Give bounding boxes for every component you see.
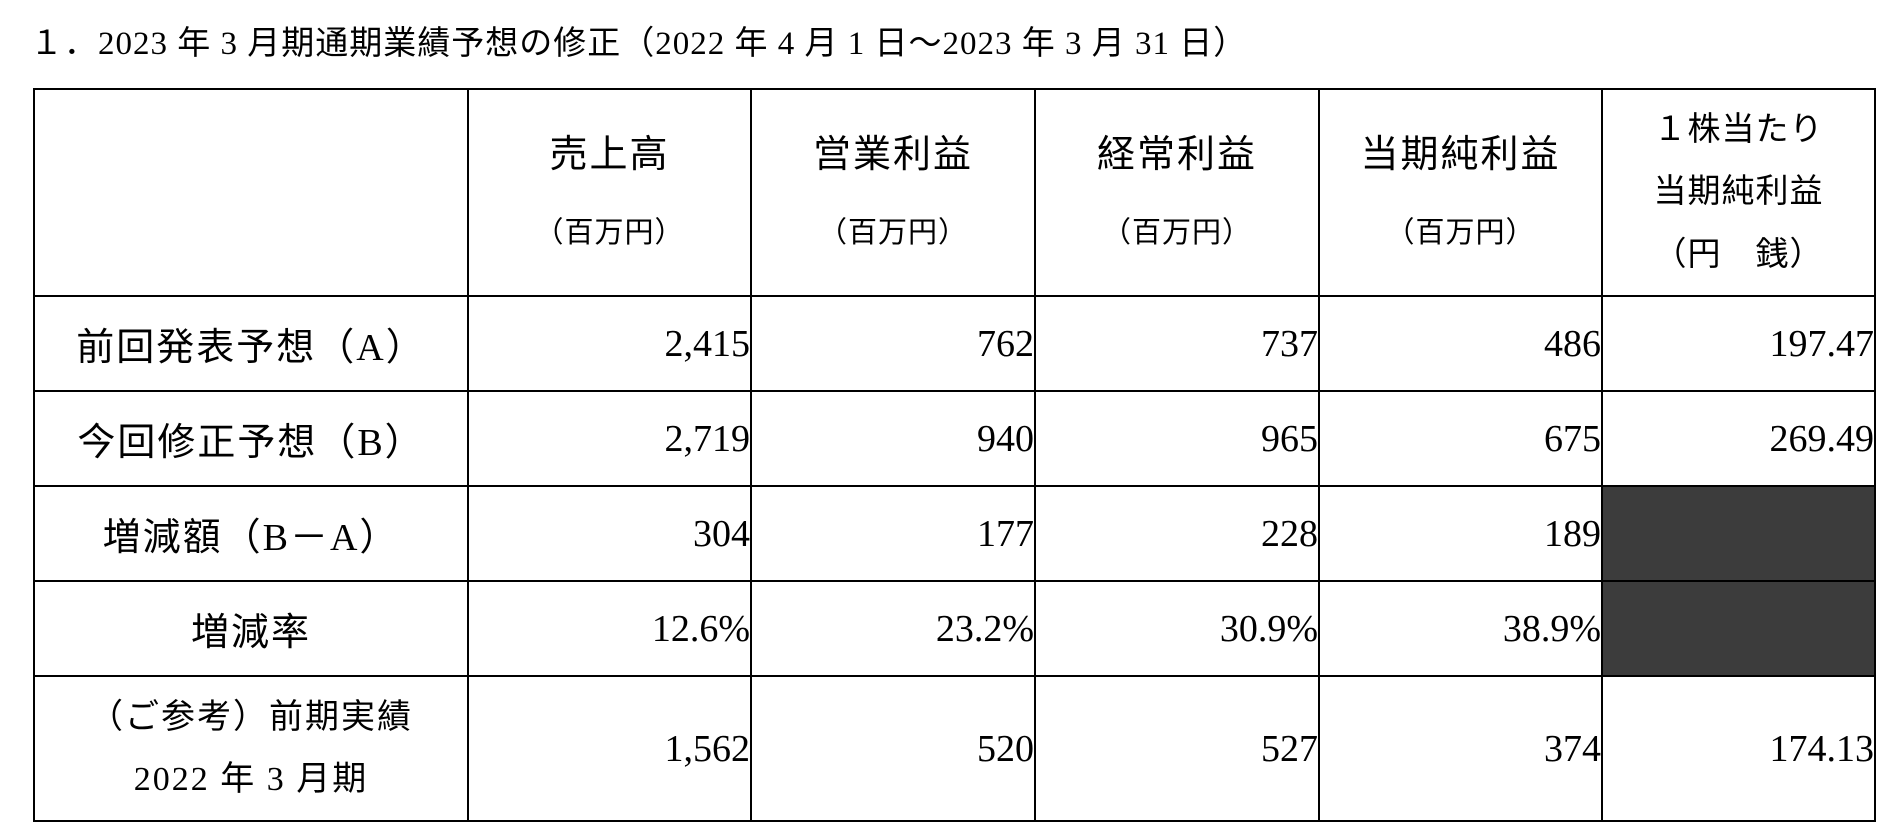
cell-change-rate-ordinary-profit: 30.9% (1034, 580, 1320, 677)
cell-prior-year-ordinary-profit: 527 (1034, 675, 1320, 822)
cell-previous-forecast-net-income: 486 (1318, 295, 1603, 392)
cell-previous-forecast-eps: 197.47 (1601, 295, 1876, 392)
row-label-prior-year-results-line1: （ご参考）前期実績 (89, 699, 413, 737)
cell-revised-forecast-sales: 2,719 (467, 390, 752, 487)
cell-change-amount-ordinary-profit: 228 (1034, 485, 1320, 582)
row-label-prior-year-results: （ご参考）前期実績 2022 年 3 月期 (33, 675, 469, 822)
cell-prior-year-operating-profit: 520 (750, 675, 1036, 822)
row-previous-forecast: 前回発表予想（A） 2,415 762 737 486 197.47 (33, 295, 1876, 392)
table-header-row: 売上高 （百万円） 営業利益 （百万円） 経常利益 （百万円） 当期純利益 (33, 88, 1876, 297)
column-header-sales: 売上高 （百万円） (467, 88, 752, 297)
column-header-ordinary-profit-unit: （百万円） (1101, 217, 1252, 250)
row-label-change-amount: 増減額（B－A） (33, 485, 469, 582)
row-change-amount: 増減額（B－A） 304 177 228 189 (33, 485, 1876, 582)
column-header-eps-line2: 当期純利益 (1653, 174, 1824, 211)
column-header-sales-label: 売上高 (549, 133, 670, 176)
cell-revised-forecast-eps: 269.49 (1601, 390, 1876, 487)
cell-previous-forecast-ordinary-profit: 737 (1034, 295, 1320, 392)
column-header-net-income-label: 当期純利益 (1360, 133, 1561, 176)
cell-change-amount-net-income: 189 (1318, 485, 1603, 582)
column-header-eps-unit: （円 銭） (1653, 236, 1824, 273)
cell-revised-forecast-operating-profit: 940 (750, 390, 1036, 487)
column-header-operating-profit: 営業利益 （百万円） (750, 88, 1036, 297)
cell-revised-forecast-ordinary-profit: 965 (1034, 390, 1320, 487)
row-label-change-rate: 増減率 (33, 580, 469, 677)
row-prior-year-results: （ご参考）前期実績 2022 年 3 月期 1,562 520 527 374 … (33, 675, 1876, 822)
cell-revised-forecast-net-income: 675 (1318, 390, 1603, 487)
column-header-operating-profit-unit: （百万円） (817, 217, 968, 250)
row-revised-forecast: 今回修正予想（B） 2,719 940 965 675 269.49 (33, 390, 1876, 487)
cell-change-amount-sales: 304 (467, 485, 752, 582)
row-label-revised-forecast: 今回修正予想（B） (33, 390, 469, 487)
column-header-net-income-unit: （百万円） (1385, 217, 1536, 250)
cell-change-rate-net-income: 38.9% (1318, 580, 1603, 677)
column-header-ordinary-profit: 経常利益 （百万円） (1034, 88, 1320, 297)
cell-previous-forecast-operating-profit: 762 (750, 295, 1036, 392)
cell-prior-year-net-income: 374 (1318, 675, 1603, 822)
cell-change-amount-operating-profit: 177 (750, 485, 1036, 582)
masked-cell-change-amount-eps (1601, 485, 1876, 582)
page-title: １．2023 年 3 月期通期業績予想の修正（2022 年 4 月 1 日～20… (30, 26, 1248, 62)
masked-cell-change-rate-eps (1601, 580, 1876, 677)
column-header-sales-unit: （百万円） (534, 217, 685, 250)
cell-prior-year-sales: 1,562 (467, 675, 752, 822)
cell-change-rate-sales: 12.6% (467, 580, 752, 677)
row-label-previous-forecast: 前回発表予想（A） (33, 295, 469, 392)
cell-prior-year-eps: 174.13 (1601, 675, 1876, 822)
column-header-net-income: 当期純利益 （百万円） (1318, 88, 1603, 297)
cell-previous-forecast-sales: 2,415 (467, 295, 752, 392)
row-change-rate: 増減率 12.6% 23.2% 30.9% 38.9% (33, 580, 1876, 677)
column-header-operating-profit-label: 営業利益 (812, 133, 973, 176)
corner-cell (33, 88, 469, 297)
column-header-eps-line1: １株当たり (1653, 112, 1824, 149)
forecast-revision-table: 売上高 （百万円） 営業利益 （百万円） 経常利益 （百万円） 当期純利益 (33, 88, 1876, 822)
column-header-eps: １株当たり 当期純利益 （円 銭） (1601, 88, 1876, 297)
column-header-ordinary-profit-label: 経常利益 (1096, 133, 1257, 176)
cell-change-rate-operating-profit: 23.2% (750, 580, 1036, 677)
row-label-prior-year-results-line2: 2022 年 3 月期 (133, 760, 369, 798)
